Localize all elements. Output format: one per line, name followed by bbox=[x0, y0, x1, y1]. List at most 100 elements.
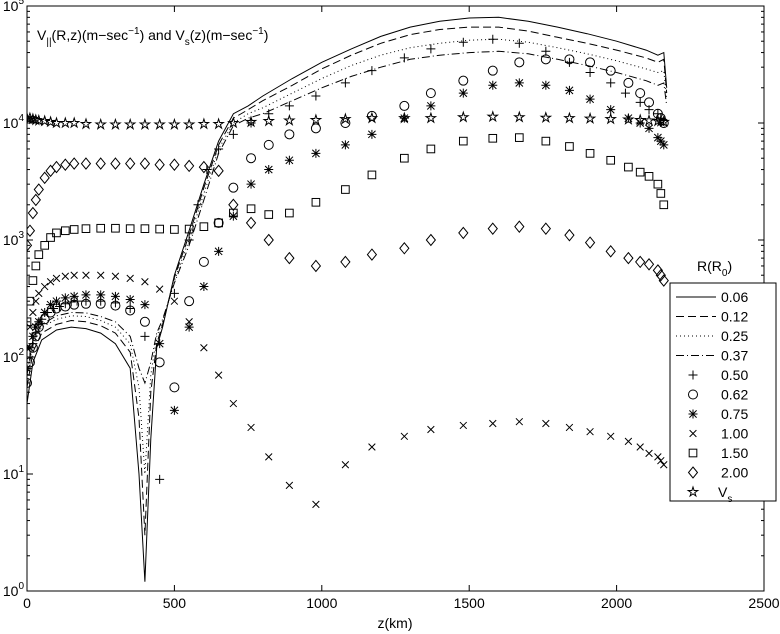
legend-label: 0.75 bbox=[721, 406, 748, 422]
data-point bbox=[31, 261, 41, 271]
data-point bbox=[140, 331, 150, 341]
data-point bbox=[311, 148, 321, 158]
data-point bbox=[339, 112, 352, 125]
data-point bbox=[31, 322, 41, 332]
data-point bbox=[80, 157, 92, 170]
data-point bbox=[28, 276, 38, 285]
data-point bbox=[228, 211, 238, 221]
data-point bbox=[29, 308, 37, 317]
data-point bbox=[27, 323, 34, 331]
data-point bbox=[170, 297, 179, 305]
data-point bbox=[659, 200, 669, 210]
data-point bbox=[427, 425, 435, 434]
data-point bbox=[458, 88, 468, 98]
x-axis: 0 500 1000 1500 2000 2500 bbox=[23, 6, 780, 611]
legend-title: R(R0) bbox=[697, 258, 732, 279]
data-point bbox=[584, 236, 596, 249]
data-point bbox=[169, 405, 179, 415]
series-line-0.37 bbox=[27, 50, 668, 385]
x-axis-label: z(km) bbox=[378, 615, 413, 631]
data-point bbox=[169, 382, 180, 393]
data-point bbox=[539, 111, 553, 124]
data-point bbox=[643, 258, 655, 271]
data-point bbox=[283, 113, 296, 126]
data-point bbox=[82, 271, 90, 279]
data-point bbox=[155, 339, 165, 349]
plot-area bbox=[26, 5, 765, 592]
data-point bbox=[458, 226, 469, 240]
data-point bbox=[245, 216, 257, 230]
data-point bbox=[125, 224, 135, 233]
data-point bbox=[214, 218, 223, 228]
legend-swatch bbox=[686, 485, 700, 498]
data-point bbox=[585, 68, 595, 78]
data-point bbox=[311, 91, 321, 101]
data-point bbox=[487, 65, 498, 76]
data-point bbox=[155, 474, 165, 484]
data-point bbox=[125, 157, 136, 170]
data-point bbox=[44, 115, 57, 128]
data-point bbox=[264, 210, 274, 219]
data-point bbox=[154, 158, 165, 172]
data-point bbox=[368, 443, 376, 451]
data-point bbox=[154, 357, 165, 368]
data-point bbox=[458, 75, 469, 86]
data-point bbox=[585, 94, 595, 104]
data-point bbox=[487, 222, 498, 235]
data-point bbox=[198, 160, 210, 174]
data-point bbox=[367, 66, 377, 76]
data-point bbox=[284, 251, 295, 265]
data-point bbox=[565, 423, 574, 432]
data-point bbox=[109, 117, 122, 130]
data-point bbox=[309, 113, 323, 126]
data-point bbox=[81, 290, 91, 300]
data-point bbox=[456, 110, 470, 123]
data-point bbox=[168, 117, 181, 130]
data-point bbox=[605, 245, 616, 258]
data-point bbox=[399, 53, 409, 63]
data-point bbox=[657, 115, 671, 128]
data-point bbox=[586, 427, 594, 436]
legend-swatch bbox=[688, 448, 698, 458]
data-point bbox=[658, 274, 669, 287]
data-point bbox=[46, 300, 56, 310]
data-point bbox=[486, 110, 500, 123]
legend-swatch bbox=[687, 466, 699, 479]
data-point bbox=[458, 136, 468, 146]
legend-label: 1.00 bbox=[721, 426, 748, 442]
data-point bbox=[514, 220, 525, 233]
data-point bbox=[52, 274, 61, 283]
data-point bbox=[656, 189, 666, 198]
data-point bbox=[60, 158, 71, 172]
data-point bbox=[246, 153, 257, 164]
data-point bbox=[61, 272, 70, 280]
data-point bbox=[645, 449, 653, 458]
data-point bbox=[263, 139, 274, 150]
data-point bbox=[33, 183, 44, 196]
data-point bbox=[227, 116, 240, 129]
data-point bbox=[125, 305, 136, 316]
data-point bbox=[341, 461, 350, 469]
y-axis: 100 101 102 103 104 105 bbox=[3, 0, 764, 599]
data-point bbox=[213, 217, 224, 228]
legend-swatch bbox=[688, 409, 698, 419]
data-point bbox=[424, 111, 438, 124]
data-point bbox=[40, 241, 50, 250]
data-point bbox=[51, 160, 62, 174]
data-point bbox=[654, 453, 662, 461]
data-point bbox=[426, 101, 436, 111]
data-point bbox=[69, 157, 80, 170]
data-point bbox=[199, 282, 209, 292]
data-point bbox=[399, 100, 410, 111]
data-point bbox=[655, 268, 666, 282]
data-point bbox=[81, 224, 91, 233]
legend-swatch bbox=[688, 370, 698, 380]
data-point bbox=[94, 117, 108, 130]
legend-label: 0.12 bbox=[721, 309, 748, 325]
data-point bbox=[138, 117, 152, 130]
data-point bbox=[110, 291, 120, 301]
legend-label: 2.00 bbox=[721, 465, 748, 481]
data-point bbox=[27, 296, 35, 306]
data-point bbox=[263, 233, 274, 247]
data-point bbox=[659, 140, 669, 150]
